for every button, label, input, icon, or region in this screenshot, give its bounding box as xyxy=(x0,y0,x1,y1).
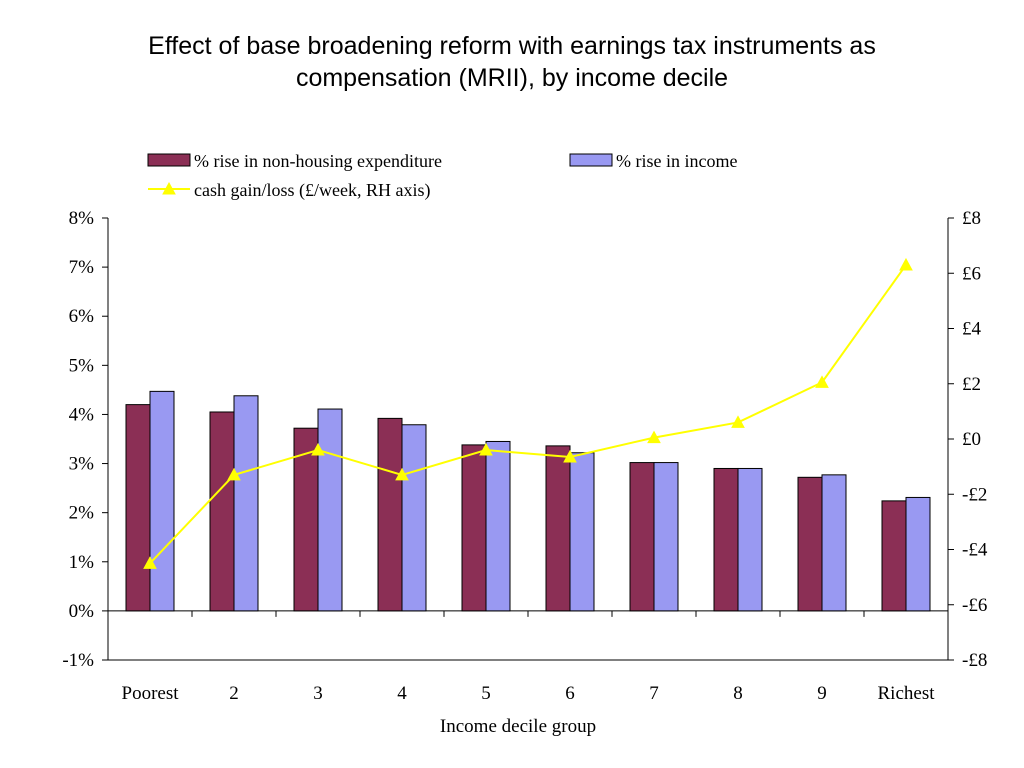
x-axis-category-label: Richest xyxy=(878,683,936,704)
bar-expenditure xyxy=(461,444,487,612)
legend-label-cash: cash gain/loss (£/week, RH axis) xyxy=(194,180,430,201)
bar-expenditure xyxy=(545,445,571,612)
legend-label-expenditure: % rise in non-housing expenditure xyxy=(194,151,442,171)
right-axis-tick-label: £4 xyxy=(962,319,982,340)
cash-gain-line xyxy=(149,264,907,565)
left-axis-tick-label: 6% xyxy=(69,306,95,327)
right-axis-tick-label: £0 xyxy=(962,429,981,450)
bar-income xyxy=(905,496,931,612)
x-axis-category-label: 2 xyxy=(229,683,239,704)
chart-bars xyxy=(125,390,931,612)
x-axis-category-label: Poorest xyxy=(122,683,180,704)
bar-income xyxy=(317,408,343,612)
cash-gain-marker xyxy=(563,449,577,463)
x-axis-category-label: 3 xyxy=(313,683,323,704)
left-axis-tick-label: 1% xyxy=(69,552,95,573)
legend-swatch-expenditure xyxy=(147,153,191,167)
right-axis-tick-label: -£8 xyxy=(962,650,987,671)
chart-line-series xyxy=(143,257,913,569)
x-axis-category-label: 9 xyxy=(817,683,827,704)
bar-income xyxy=(569,452,595,612)
cash-gain-marker xyxy=(395,467,409,481)
cash-gain-marker xyxy=(899,257,913,271)
x-axis-category-label: 6 xyxy=(565,683,575,704)
bar-expenditure xyxy=(629,462,655,612)
left-axis-tick-label: 5% xyxy=(69,355,95,376)
right-axis-tick-label: £2 xyxy=(962,374,981,395)
bar-expenditure xyxy=(881,500,907,612)
right-axis-tick-label: £8 xyxy=(962,208,981,229)
chart-title-line-1: Effect of base broadening reform with ea… xyxy=(148,32,876,60)
x-axis-category-label: 4 xyxy=(397,683,407,704)
bar-income xyxy=(149,390,175,612)
bar-income xyxy=(737,467,763,612)
chart-title: Effect of base broadening reform with ea… xyxy=(0,30,1024,94)
left-axis-tick-label: 0% xyxy=(69,601,95,622)
cash-gain-marker xyxy=(647,430,661,444)
cash-gain-marker xyxy=(731,415,745,428)
bar-expenditure xyxy=(125,404,151,612)
left-axis-tick-label: 7% xyxy=(69,257,95,278)
x-axis-category-label: 8 xyxy=(733,683,743,704)
bar-income xyxy=(485,440,511,612)
cash-gain-marker xyxy=(311,443,325,456)
left-axis-tick-label: 8% xyxy=(69,208,95,229)
legend-label-income: % rise in income xyxy=(616,151,737,171)
right-axis-tick-label: -£6 xyxy=(962,595,987,616)
bar-expenditure xyxy=(713,467,739,612)
chart-title-line-2: compensation (MRII), by income decile xyxy=(295,64,729,92)
bar-income xyxy=(401,424,427,612)
cash-gain-marker xyxy=(815,375,829,388)
bar-expenditure xyxy=(209,411,235,612)
cash-gain-marker xyxy=(227,467,241,481)
legend-swatch-income xyxy=(569,153,613,167)
left-axis-tick-label: 4% xyxy=(69,404,95,425)
chart-legend: % rise in non-housing expenditure % rise … xyxy=(147,151,737,201)
left-axis-tick-label: 3% xyxy=(69,454,95,475)
left-axis-tick-label: -1% xyxy=(62,650,94,671)
x-axis-category-label: 7 xyxy=(649,683,659,704)
bar-income xyxy=(233,395,259,612)
bar-expenditure xyxy=(293,427,319,612)
legend-swatch-cash-marker xyxy=(162,181,176,195)
cash-gain-marker xyxy=(143,556,157,569)
x-axis-title: Income decile group xyxy=(440,716,596,737)
cash-gain-marker xyxy=(479,443,493,456)
bar-income xyxy=(821,474,847,612)
bar-income xyxy=(653,462,679,612)
right-axis-tick-label: -£2 xyxy=(962,484,987,505)
x-axis-category-label: 5 xyxy=(481,683,491,704)
bar-expenditure xyxy=(377,417,403,612)
right-axis-tick-label: -£4 xyxy=(962,540,988,561)
chart-labels: 8% 7% 6% 5% 4% 3% 2% 1% 0% -1% £8 £6 £4 £2 £0 -£2 -£4 -£6… xyxy=(62,208,987,737)
right-axis-tick-label: £6 xyxy=(962,263,981,284)
bar-expenditure xyxy=(797,476,823,612)
left-axis-tick-label: 2% xyxy=(69,503,95,524)
